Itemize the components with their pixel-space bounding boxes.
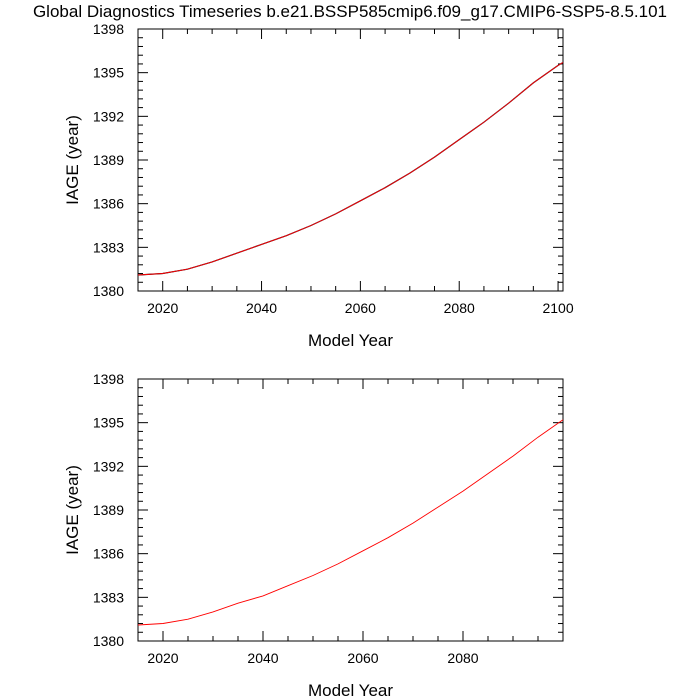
- y-tick-label: 1386: [93, 546, 124, 562]
- x-tick-label: 2060: [345, 300, 376, 316]
- x-axis-title: Model Year: [308, 331, 393, 350]
- x-tick-label: 2040: [247, 650, 278, 666]
- x-tick-label: 2100: [542, 300, 573, 316]
- x-tick-label: 2060: [347, 650, 378, 666]
- plot-frame: [137, 28, 564, 292]
- y-tick-label: 1383: [93, 239, 124, 255]
- series-line-black: [137, 61, 564, 276]
- x-tick-label: 2020: [147, 650, 178, 666]
- y-tick-label: 1380: [93, 283, 124, 299]
- y-tick-label: 1389: [93, 152, 124, 168]
- y-tick-label: 1395: [93, 65, 124, 81]
- series-line-blue: [137, 62, 564, 276]
- y-tick-label: 1380: [93, 633, 124, 649]
- y-axis-title: IAGE (year): [63, 115, 82, 205]
- y-tick-label: 1398: [93, 21, 124, 37]
- y-tick-label: 1392: [93, 108, 124, 124]
- y-tick-label: 1389: [93, 502, 124, 518]
- x-axis-title: Model Year: [308, 681, 393, 700]
- y-axis-title: IAGE (year): [63, 465, 82, 555]
- y-tick-label: 1386: [93, 196, 124, 212]
- y-tick-label: 1383: [93, 589, 124, 605]
- x-tick-label: 2080: [444, 300, 475, 316]
- y-tick-label: 1395: [93, 415, 124, 431]
- page-title: Global Diagnostics Timeseries b.e21.BSSP…: [32, 2, 668, 21]
- y-tick-label: 1398: [93, 371, 124, 387]
- x-tick-label: 2080: [447, 650, 478, 666]
- series-line-red: [137, 419, 564, 626]
- x-tick-label: 2020: [147, 300, 178, 316]
- y-tick-label: 1392: [93, 458, 124, 474]
- x-tick-label: 2040: [246, 300, 277, 316]
- series-line-red: [137, 62, 564, 276]
- plot-frame: [137, 378, 564, 642]
